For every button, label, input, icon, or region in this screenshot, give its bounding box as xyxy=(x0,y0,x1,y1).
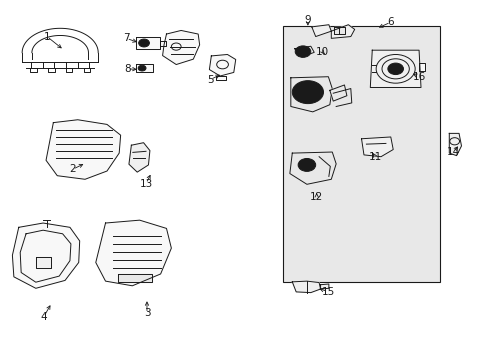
Bar xyxy=(282,26,439,282)
Text: 13: 13 xyxy=(139,179,152,189)
Text: 7: 7 xyxy=(123,33,129,43)
Circle shape xyxy=(138,65,146,71)
Text: 6: 6 xyxy=(386,17,393,27)
Polygon shape xyxy=(290,77,331,112)
Text: 16: 16 xyxy=(411,72,425,82)
Polygon shape xyxy=(12,223,80,288)
Circle shape xyxy=(298,158,315,171)
Polygon shape xyxy=(330,25,354,39)
Text: 9: 9 xyxy=(304,15,310,26)
Polygon shape xyxy=(292,281,320,293)
Polygon shape xyxy=(159,41,166,46)
Text: 15: 15 xyxy=(321,287,334,297)
Text: 14: 14 xyxy=(446,147,459,157)
Circle shape xyxy=(295,46,310,57)
Polygon shape xyxy=(294,46,314,57)
Polygon shape xyxy=(311,25,330,37)
Polygon shape xyxy=(96,220,171,286)
Circle shape xyxy=(292,81,323,104)
Polygon shape xyxy=(418,63,424,71)
Polygon shape xyxy=(162,31,199,64)
Polygon shape xyxy=(361,137,392,157)
Polygon shape xyxy=(46,120,121,179)
Polygon shape xyxy=(329,85,346,101)
Polygon shape xyxy=(129,143,150,172)
Polygon shape xyxy=(36,257,51,268)
Polygon shape xyxy=(448,134,461,156)
Text: 8: 8 xyxy=(124,64,130,74)
Text: 4: 4 xyxy=(40,312,47,322)
Polygon shape xyxy=(136,64,153,72)
Text: 10: 10 xyxy=(315,46,328,57)
Text: 1: 1 xyxy=(43,32,50,41)
Text: 2: 2 xyxy=(69,164,76,174)
Polygon shape xyxy=(369,50,420,87)
Polygon shape xyxy=(320,284,328,289)
Text: 3: 3 xyxy=(143,309,150,318)
Circle shape xyxy=(299,86,316,99)
Circle shape xyxy=(387,63,403,75)
Polygon shape xyxy=(289,152,335,184)
Text: 11: 11 xyxy=(368,152,381,162)
Polygon shape xyxy=(333,27,344,34)
Polygon shape xyxy=(118,274,152,282)
Polygon shape xyxy=(216,76,225,80)
Circle shape xyxy=(139,39,149,47)
Text: 5: 5 xyxy=(206,75,213,85)
Polygon shape xyxy=(136,37,159,49)
Polygon shape xyxy=(209,54,235,76)
Text: 12: 12 xyxy=(309,192,323,202)
